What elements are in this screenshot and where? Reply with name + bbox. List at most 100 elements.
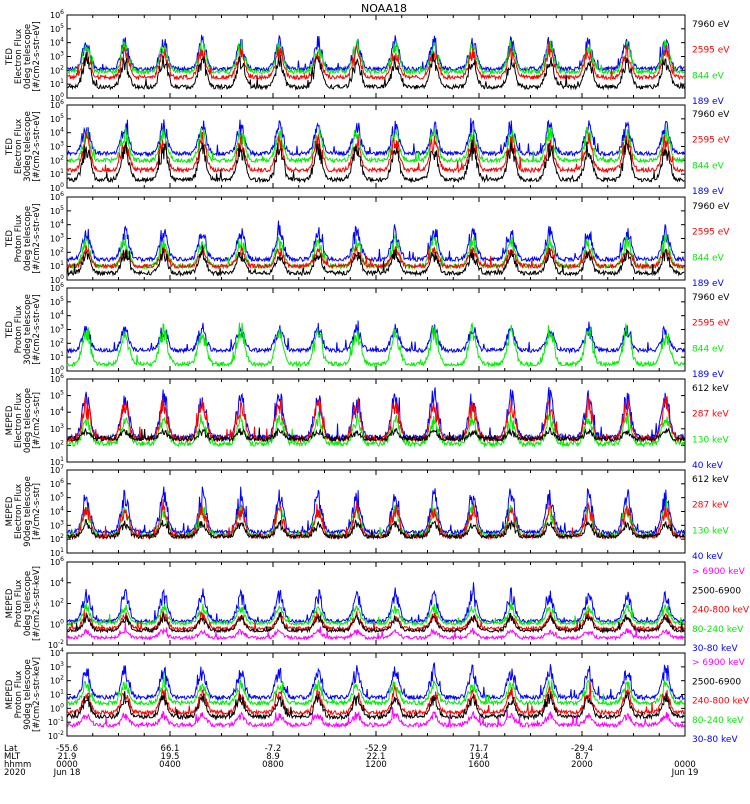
y-tick-label: 103 (50, 51, 64, 62)
legend-label: 2595 eV (692, 46, 730, 56)
y-tick-label: 104 (50, 577, 64, 588)
y-tick-label: 103 (50, 519, 64, 530)
x-axis-tick-mlt: 19.5 (161, 752, 180, 762)
y-tick-label: 102 (50, 64, 64, 75)
legend-label: 2595 eV (692, 228, 730, 238)
red-series (66, 681, 685, 717)
legend-label: 844 eV (692, 161, 725, 171)
legend-label: 130 keV (692, 526, 729, 536)
y-tick-label: 100 (50, 618, 64, 629)
legend-label: 30-80 keV (692, 735, 738, 745)
legend-label: 40 keV (692, 461, 724, 471)
x-axis-tick-hhmm: 0000 (674, 760, 696, 770)
green-series (66, 322, 685, 369)
y-tick-label: 100 (50, 274, 64, 285)
y-axis-label-line: [#/cm2-s-str-eV] (32, 111, 42, 181)
red-series (66, 131, 685, 174)
y-tick-label: 106 (50, 9, 64, 20)
y-axis-label-line: TED (5, 137, 15, 156)
legend-label: 80-240 keV (692, 625, 744, 635)
red-series (66, 609, 685, 632)
y-axis-label-line: Electron Flux (14, 393, 24, 448)
y-tick-label: 105 (50, 23, 64, 34)
x-axis-tick-date: Jun 18 (53, 768, 81, 778)
y-tick-label: 106 (50, 556, 64, 567)
y-tick-label: 100 (50, 702, 64, 713)
y-tick-label: 106 (50, 99, 64, 110)
y-tick-label: 107 (50, 464, 64, 475)
x-axis-row-label: MLT (4, 752, 21, 762)
y-tick-label: 10-1 (48, 716, 64, 727)
y-axis-label-line: TED (5, 320, 15, 339)
y-tick-label: 103 (50, 141, 64, 152)
x-axis-tick-hhmm: 1600 (468, 760, 490, 770)
y-axis-label-line: [#/cm2-s-str-keV] (32, 566, 42, 641)
magenta-series (66, 706, 685, 729)
legend-label: 612 keV (692, 384, 729, 394)
x-axis-row-label: Lat (4, 744, 18, 754)
legend-label: 844 eV (692, 344, 725, 354)
legend-label: 7960 eV (692, 20, 730, 30)
y-tick-label: 101 (50, 351, 64, 362)
blue-series (66, 387, 685, 442)
y-tick-label: 105 (50, 113, 64, 124)
legend-label: 189 eV (692, 97, 725, 107)
y-tick-label: 104 (50, 127, 64, 138)
x-axis-row-label: 2020 (4, 768, 26, 778)
y-axis-label-line: TED (5, 229, 15, 248)
blue-series (66, 661, 685, 702)
y-tick-label: 10-2 (48, 730, 64, 741)
x-axis-tick-lat: -52.9 (365, 744, 387, 754)
y-axis-label-line: Electron Flux (14, 29, 24, 84)
black-series (66, 244, 685, 278)
x-axis-tick-mlt: 8.7 (575, 752, 589, 762)
x-axis-tick-mlt: 19.4 (470, 752, 489, 762)
green-series (66, 603, 685, 627)
y-axis-label-line: 0deg telescope (23, 571, 33, 636)
legend-label: 240-800 keV (692, 606, 750, 616)
chart-title: NOAA18 (361, 2, 407, 15)
y-axis-label-line: 30deg telescope (23, 294, 33, 365)
y-axis-label: MEPED Electron Flux 0deg telescope [#/cm2-s… (5, 388, 42, 453)
y-axis-label-line: [#/cm2-s-str-eV] (32, 21, 42, 91)
y-axis-label-line: 0deg telescope (23, 206, 33, 271)
red-series (66, 245, 685, 270)
y-axis-label-line: [#/cm2-s-str] (32, 392, 42, 449)
y-axis-label-line: MEPED (5, 496, 15, 526)
legend-label: 189 eV (692, 187, 725, 197)
y-tick-label: 104 (50, 406, 64, 417)
legend-label: 189 eV (692, 370, 725, 380)
y-tick-label: 105 (50, 205, 64, 216)
y-tick-label: 101 (50, 547, 64, 558)
y-tick-label: 106 (50, 478, 64, 489)
y-tick-label: 102 (50, 337, 64, 348)
x-axis-tick-mlt: 21.9 (58, 752, 77, 762)
y-tick-label: 101 (50, 260, 64, 271)
legend-label: 189 eV (692, 279, 725, 289)
y-axis-label: TED Electron Flux 30deg telescope [#/cm2-s-… (5, 111, 42, 182)
legend-label: 2500-6900 (692, 586, 741, 596)
x-axis-tick-lat: 66.1 (161, 744, 180, 754)
y-axis-label-line: 0deg telescope (23, 388, 33, 453)
y-tick-label: 103 (50, 324, 64, 335)
legend-label: 287 keV (692, 501, 729, 511)
y-tick-label: 105 (50, 390, 64, 401)
y-tick-label: 104 (50, 219, 64, 230)
y-tick-label: 104 (50, 647, 64, 658)
x-axis-tick-mlt: 22.1 (367, 752, 386, 762)
x-axis-tick-date: Jun 19 (671, 768, 699, 778)
x-axis-tick-mlt: 8.9 (266, 752, 280, 762)
y-tick-label: 102 (50, 675, 64, 686)
y-axis-label: MEPED Electron Flux 90deg telescope [#/cm2-… (5, 476, 42, 547)
y-tick-label: 102 (50, 246, 64, 257)
y-axis-label-line: [#/cm2-s-str-eV] (32, 294, 42, 364)
legend-label: 7960 eV (692, 293, 730, 303)
y-tick-label: 102 (50, 598, 64, 609)
blue-series (66, 486, 685, 537)
panel-frame (66, 287, 686, 372)
green-series (66, 38, 685, 76)
y-tick-label: 104 (50, 506, 64, 517)
x-axis-tick-lat: 71.7 (470, 744, 489, 754)
x-axis-tick-lat: -55.6 (56, 744, 78, 754)
